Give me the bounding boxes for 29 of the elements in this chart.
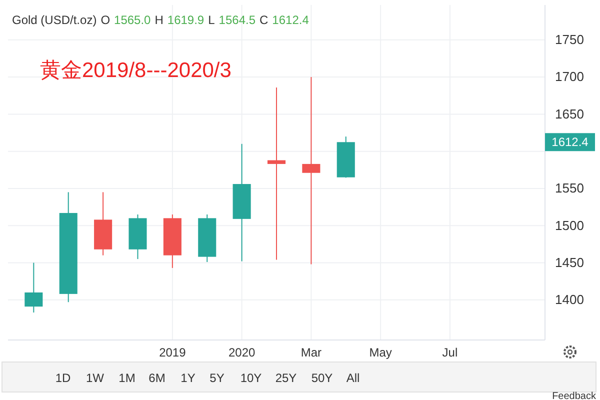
x-tick-label: May — [369, 346, 392, 360]
text: Gold (USD/t.oz) — [12, 13, 97, 27]
candlestick — [267, 86, 286, 260]
text: 5Y — [210, 371, 224, 385]
y-tick-label: 1450 — [555, 254, 584, 270]
x-tick-label: 2020 — [228, 346, 256, 360]
text: 50Y — [311, 371, 333, 385]
text: 1W — [86, 371, 105, 385]
text: All — [346, 371, 360, 385]
text: Feedback — [552, 391, 597, 400]
y-tick-label: 1400 — [555, 292, 584, 308]
text: 1M — [118, 371, 136, 385]
y-tick-label: 1500 — [555, 218, 584, 233]
text: 6M — [148, 371, 166, 385]
x-tick-label: Jul — [442, 346, 458, 360]
text: 1Y — [180, 371, 196, 385]
candlestick — [24, 262, 43, 314]
text: 25Y — [275, 371, 297, 385]
annotation: O 1565.0 H 1619.9 L 1564.5 C 1612.4 — [100, 13, 310, 27]
text: 1612.4 — [552, 135, 589, 150]
x-tick-label: Mar — [300, 346, 322, 360]
text: 1D — [55, 371, 71, 385]
text: 黄金2019/8---2020/3 — [40, 59, 232, 82]
y-tick-label: 1750 — [555, 32, 584, 48]
x-tick-label: 2019 — [159, 346, 186, 360]
y-tick-label: 1700 — [555, 69, 584, 84]
text: 10Y — [240, 371, 262, 385]
y-tick-label: 1550 — [555, 180, 584, 196]
y-tick-label: 1650 — [555, 106, 584, 122]
